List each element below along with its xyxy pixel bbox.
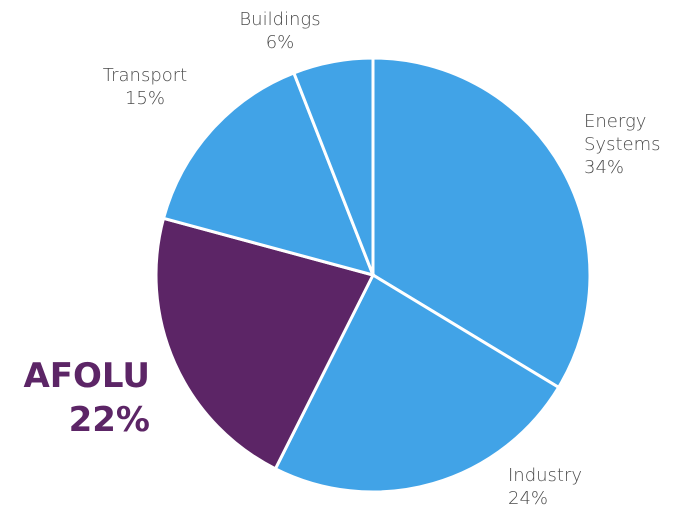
category-label: Buildings	[239, 9, 321, 30]
pie-slice	[161, 70, 376, 278]
slice-label: Transport 15%	[60, 64, 230, 110]
slice-label: Energy Systems 34%	[584, 110, 674, 179]
slice-label: AFOLU 22%	[0, 354, 150, 442]
category-label: Transport	[102, 65, 188, 86]
pie-slice	[371, 56, 592, 390]
pie-slice	[291, 56, 375, 276]
slice-label: Industry 24%	[508, 464, 648, 510]
value-label: 6%	[265, 32, 295, 53]
category-label: Industry	[508, 465, 583, 486]
category-label: Energy Systems	[584, 111, 661, 155]
value-label: 15%	[124, 88, 165, 109]
value-label: 22%	[68, 400, 150, 440]
value-label: 24%	[508, 488, 549, 509]
category-label: AFOLU	[23, 356, 150, 396]
slice-label: Buildings 6%	[200, 8, 360, 54]
value-label: 34%	[584, 157, 625, 178]
pie-slice	[154, 216, 376, 471]
